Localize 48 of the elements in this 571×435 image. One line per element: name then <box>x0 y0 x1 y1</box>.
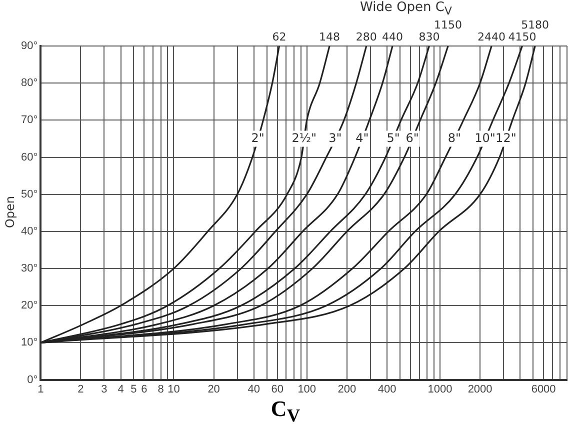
series-label: 8" <box>448 130 462 145</box>
annotation: 440 <box>382 30 404 44</box>
y-tick-label: 80° <box>20 77 38 90</box>
x-tick-label: 1000 <box>428 383 452 396</box>
x-tick-label: 60 <box>271 383 284 396</box>
annotation: 280 <box>356 30 377 44</box>
series-label: 12" <box>496 130 516 145</box>
x-tick-label: 2 <box>78 383 84 396</box>
y-tick-label: 50° <box>20 188 38 200</box>
series-label: 6" <box>406 130 419 145</box>
y-tick-label: 0° <box>27 374 38 386</box>
x-tick-label: 4 <box>118 383 124 396</box>
y-tick-label: 20° <box>20 300 38 312</box>
y-tick-label: 10° <box>20 336 38 349</box>
chart-title: Wide Open C$_{V}$ <box>360 0 452 18</box>
x-tick-label: 2000 <box>468 383 492 396</box>
x-tick-label: 6 <box>141 383 148 396</box>
y-tick-label: 70° <box>20 114 38 126</box>
series-label: 10" <box>474 130 496 145</box>
y-tick-label: 90° <box>20 40 38 52</box>
x-tick-label: 200 <box>338 383 356 396</box>
x-tick-label: 8 <box>158 383 164 396</box>
annotation: 4150 <box>508 30 536 44</box>
y-axis-title: Open <box>3 196 18 228</box>
annotation: 1150 <box>434 18 462 32</box>
annotation: 62 <box>272 30 286 44</box>
y-tick-label: 40° <box>20 225 38 238</box>
y-tick-label: 60° <box>20 151 38 164</box>
series-label: 5" <box>386 130 400 145</box>
annotation: 2440 <box>478 30 506 44</box>
x-tick-label: 400 <box>378 383 396 396</box>
x-tick-label: 5 <box>130 383 137 396</box>
y-tick-label: 30° <box>20 262 38 275</box>
annotation: 830 <box>418 30 440 44</box>
x-tick-label: 100 <box>298 383 316 396</box>
x-tick-label: 40 <box>248 383 260 396</box>
annotation: 5180 <box>521 18 550 32</box>
x-tick-label: 20 <box>208 383 220 396</box>
series-label: 4" <box>356 130 369 145</box>
annotation: 148 <box>319 30 340 44</box>
x-tick-label: 10 <box>168 383 180 396</box>
series-label: 2½" <box>292 130 317 145</box>
series-label: 3" <box>328 130 342 145</box>
x-tick-label: 1 <box>38 383 44 396</box>
x-tick-label: 6000 <box>531 383 556 396</box>
x-tick-label: 3 <box>101 383 108 396</box>
series-label: 2" <box>251 130 264 145</box>
x-axis-title: C$_{V}$ <box>270 396 302 426</box>
